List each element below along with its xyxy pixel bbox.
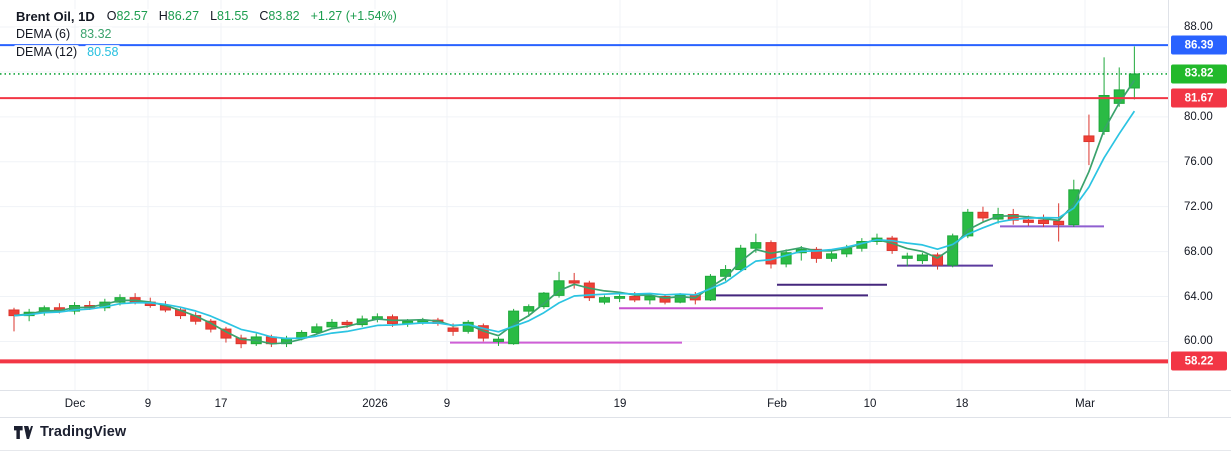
low-value: L81.55 <box>208 9 251 23</box>
price-axis-border <box>1168 0 1169 418</box>
tradingview-brand-text: TradingView <box>40 424 127 440</box>
candle <box>583 282 595 299</box>
price-badge-58.22[interactable]: 58.22 <box>1171 351 1227 371</box>
candle <box>447 327 459 332</box>
time-tick-label: 2026 <box>362 398 388 410</box>
dema-lines <box>13 79 1136 345</box>
time-tick-label: Dec <box>64 398 86 410</box>
candle <box>492 338 504 342</box>
candle <box>629 296 641 301</box>
price-tick-label: 88.00 <box>1184 21 1213 33</box>
time-axis[interactable]: Dec 9 17 2026 9 19 Feb 10 18 Mar <box>0 391 1168 417</box>
price-axis[interactable]: 88.00 80.00 76.00 72.00 68.00 64.00 60.00 86.39… <box>1169 0 1231 390</box>
dema12-line <box>13 110 1136 340</box>
candle <box>568 280 580 284</box>
bottom-separator <box>0 417 1231 418</box>
time-tick-label: 17 <box>214 398 228 410</box>
candle <box>1098 95 1110 132</box>
candle <box>901 255 913 259</box>
candle <box>780 252 792 265</box>
indicator-row-dema6[interactable]: DEMA (6) 83.32 <box>14 25 399 43</box>
candles-layer <box>8 46 1140 349</box>
candle <box>750 242 762 249</box>
dema12-value: 80.58 <box>85 45 121 59</box>
dema6-value: 83.32 <box>78 27 114 41</box>
change-value: +1.27 (+1.54%) <box>308 9 399 23</box>
tradingview-attribution[interactable]: TradingView <box>14 424 126 440</box>
price-badge-81.67[interactable]: 81.67 <box>1171 88 1227 108</box>
candle <box>674 294 686 303</box>
indicator-row-dema12[interactable]: DEMA (12) 80.58 <box>14 43 399 61</box>
time-tick-label: 9 <box>443 398 451 410</box>
candle <box>916 254 928 262</box>
chart-legend: Brent Oil, 1D O82.57 H86.27 L81.55 C83.8… <box>14 7 399 61</box>
candle <box>962 211 974 237</box>
price-badge-83.82[interactable]: 83.82 <box>1171 64 1227 84</box>
time-tick-label: Mar <box>1075 398 1095 410</box>
candle <box>8 309 20 317</box>
time-axis-separator <box>0 390 1231 391</box>
candle <box>341 321 353 326</box>
price-tick-label: 60.00 <box>1184 335 1213 348</box>
candle <box>1083 135 1095 143</box>
candle <box>598 297 610 303</box>
symbol-title[interactable]: Brent Oil, 1D <box>14 8 97 24</box>
candle <box>1053 220 1065 226</box>
candle <box>614 296 626 299</box>
price-tick-label: 76.00 <box>1184 155 1213 168</box>
candle <box>1038 219 1050 225</box>
high-value: H86.27 <box>156 9 202 23</box>
gridlines <box>0 0 1168 390</box>
price-tick-label: 80.00 <box>1184 110 1213 123</box>
price-tick-label: 68.00 <box>1184 245 1213 258</box>
candle <box>735 247 747 271</box>
time-tick-label: 9 <box>144 398 152 410</box>
candle <box>932 254 944 266</box>
symbol-row[interactable]: Brent Oil, 1D O82.57 H86.27 L81.55 C83.8… <box>14 7 399 25</box>
price-tick-label: 72.00 <box>1184 200 1213 213</box>
dema6-line <box>13 79 1136 345</box>
close-value: C83.82 <box>257 9 302 23</box>
price-level-lines[interactable] <box>0 44 1168 364</box>
candle <box>826 253 838 259</box>
window-bottom-edge <box>0 450 1231 451</box>
open-value: O82.57 <box>104 9 150 23</box>
price-badge-86.39[interactable]: 86.39 <box>1171 35 1227 55</box>
candle <box>977 211 989 219</box>
chart-pane[interactable] <box>0 0 1168 390</box>
candle <box>659 296 671 303</box>
price-tick-label: 64.00 <box>1184 290 1213 303</box>
time-tick-label: 18 <box>955 398 969 410</box>
time-tick-label: Feb <box>767 398 787 410</box>
tradingview-logo-icon <box>14 425 33 439</box>
candle <box>326 321 338 328</box>
dema6-label[interactable]: DEMA (6) <box>14 27 73 41</box>
time-tick-label: 10 <box>863 398 877 410</box>
candle <box>311 326 323 333</box>
candle <box>523 306 535 312</box>
time-tick-label: 19 <box>613 398 627 410</box>
support-level-segments[interactable] <box>450 225 1104 344</box>
candle <box>235 337 247 345</box>
dema12-label[interactable]: DEMA (12) <box>14 45 80 59</box>
candle <box>810 248 822 259</box>
candle <box>1022 219 1034 223</box>
candle <box>644 296 656 301</box>
